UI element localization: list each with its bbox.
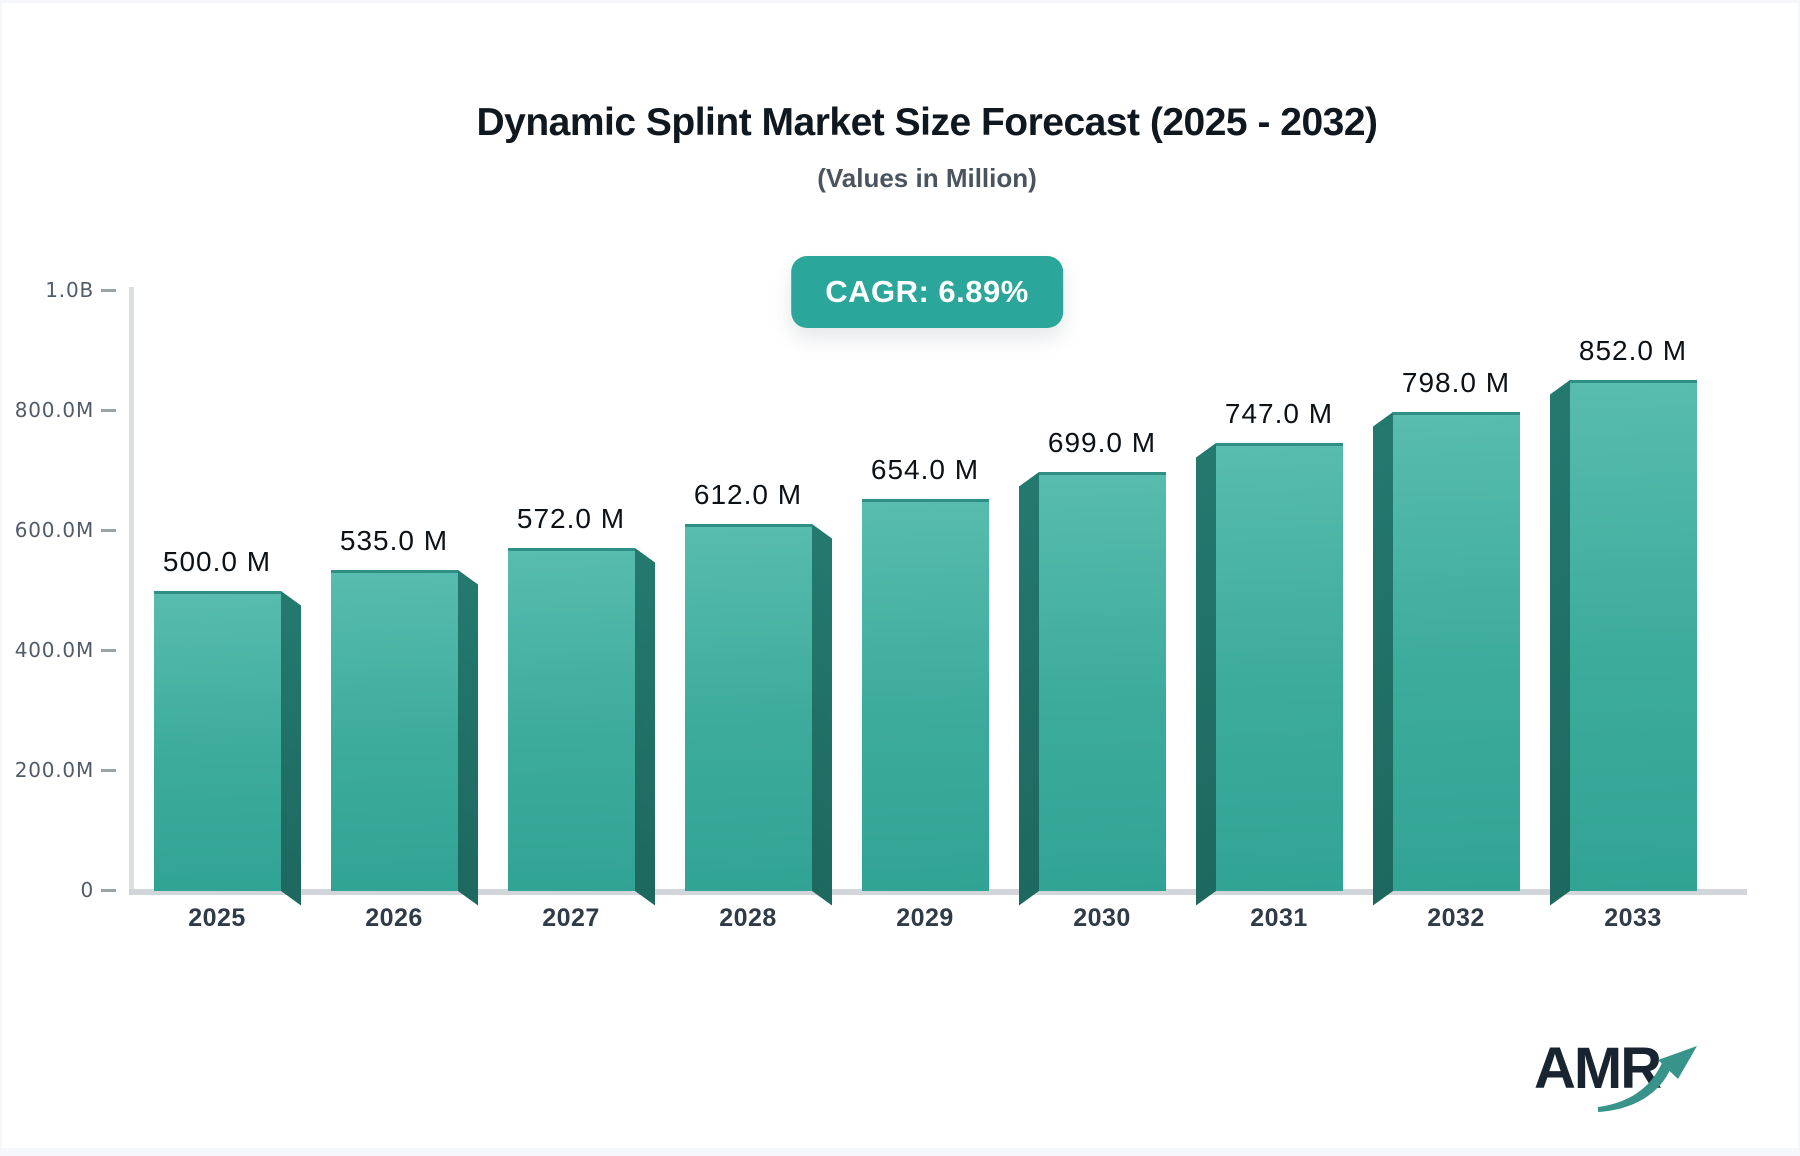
y-axis-tick-mark (101, 529, 116, 532)
amr-logo-text: AMR (1534, 1036, 1662, 1101)
bar-value-label: 572.0 M (516, 502, 626, 534)
chart-card: Dynamic Splint Market Size Forecast (202… (2, 3, 1798, 1148)
bar-value-label: 798.0 M (1401, 367, 1511, 399)
x-axis-label-2027: 2027 (542, 904, 600, 932)
x-axis-label-2030: 2030 (1073, 904, 1131, 932)
bar-2029[interactable] (861, 498, 989, 891)
y-axis-tick-label: 200.0M (14, 758, 94, 782)
y-axis-tick-label: 1.0B (45, 278, 94, 302)
x-axis-label-2029: 2029 (896, 904, 954, 932)
amr-logo: AMR (1534, 1035, 1714, 1119)
y-axis-tick-mark (101, 409, 116, 412)
bar-2032[interactable] (1392, 412, 1520, 891)
y-axis-tick-mark (101, 289, 116, 292)
x-axis-label-2031: 2031 (1250, 904, 1308, 932)
bar-side-face (1372, 412, 1393, 906)
chart-stage: Dynamic Splint Market Size Forecast (202… (2, 3, 1798, 1148)
y-axis-line (129, 287, 134, 894)
y-axis-tick-label: 0 (80, 878, 94, 902)
x-axis-label-2032: 2032 (1427, 904, 1485, 932)
bar-side-face (634, 547, 655, 906)
bar-value-label: 500.0 M (162, 546, 272, 577)
bar-2028[interactable] (684, 523, 812, 891)
y-axis-tick-label: 400.0M (14, 638, 94, 662)
bar-side-face (1549, 379, 1570, 906)
x-axis-label-2026: 2026 (365, 904, 423, 932)
bar-value-label: 612.0 M (693, 478, 803, 510)
bar-side-face (1195, 442, 1216, 906)
bar-2025[interactable] (153, 591, 281, 891)
bar-value-label: 535.0 M (339, 525, 449, 556)
page-subtitle: (Values in Million) (817, 163, 1037, 193)
bar-value-label: 852.0 M (1578, 334, 1688, 366)
bar-value-label: 654.0 M (870, 453, 980, 485)
y-axis-tick-label: 800.0M (14, 398, 94, 422)
bar-2033[interactable] (1569, 379, 1697, 891)
bar-side-face (1018, 471, 1039, 906)
growth-arrow-icon (1598, 1046, 1697, 1112)
bar-side-face (280, 591, 301, 906)
y-axis-tick-mark (101, 649, 116, 652)
bar-side-face (811, 523, 832, 906)
y-axis-tick-mark (101, 769, 116, 772)
bar-value-label: 699.0 M (1047, 426, 1157, 458)
bar-2030[interactable] (1038, 471, 1166, 891)
x-axis-label-2033: 2033 (1604, 904, 1662, 932)
y-axis-tick-label: 600.0M (14, 518, 94, 542)
bar-2031[interactable] (1215, 442, 1343, 891)
bar-side-face (457, 570, 478, 906)
x-axis-label-2028: 2028 (719, 904, 777, 932)
x-axis-label-2025: 2025 (188, 904, 246, 932)
x-axis-baseline (129, 889, 1747, 895)
bar-2027[interactable] (507, 547, 635, 891)
cagr-badge: CAGR: 6.89% (791, 256, 1063, 328)
y-axis-tick-mark (101, 889, 116, 892)
page-title: Dynamic Splint Market Size Forecast (202… (476, 101, 1378, 144)
bar-2026[interactable] (330, 570, 458, 891)
bar-value-label: 747.0 M (1224, 397, 1334, 429)
